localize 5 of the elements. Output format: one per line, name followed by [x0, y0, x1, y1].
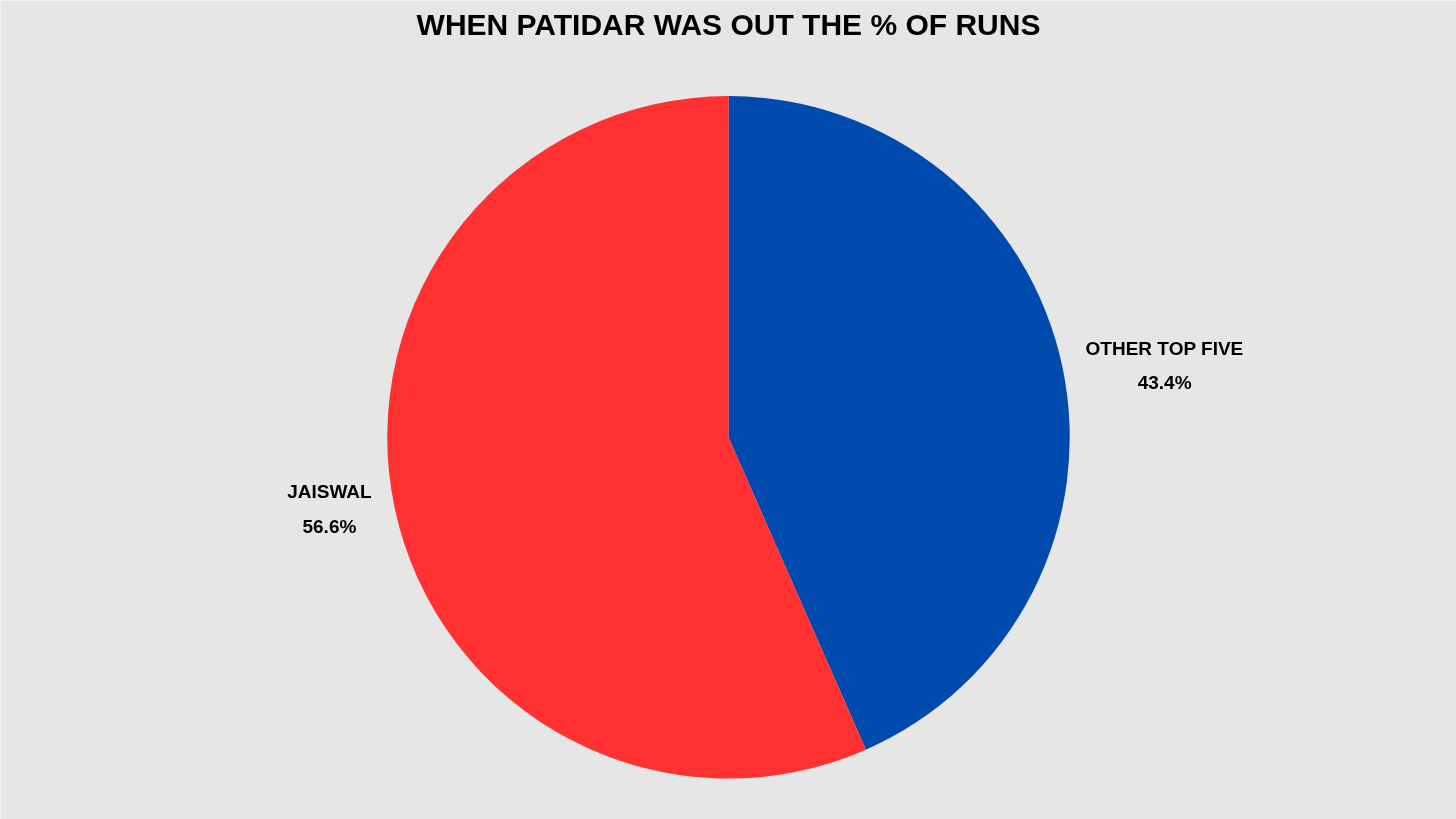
data-label: 43.4%	[1137, 372, 1192, 394]
data-label: 56.6%	[302, 515, 357, 537]
chart-title: WHEN PATIDAR WAS OUT THE % OF RUNS	[416, 7, 1041, 41]
slice-label: OTHER TOP FIVE	[1085, 338, 1244, 360]
slice-label: JAISWAL	[287, 481, 373, 503]
